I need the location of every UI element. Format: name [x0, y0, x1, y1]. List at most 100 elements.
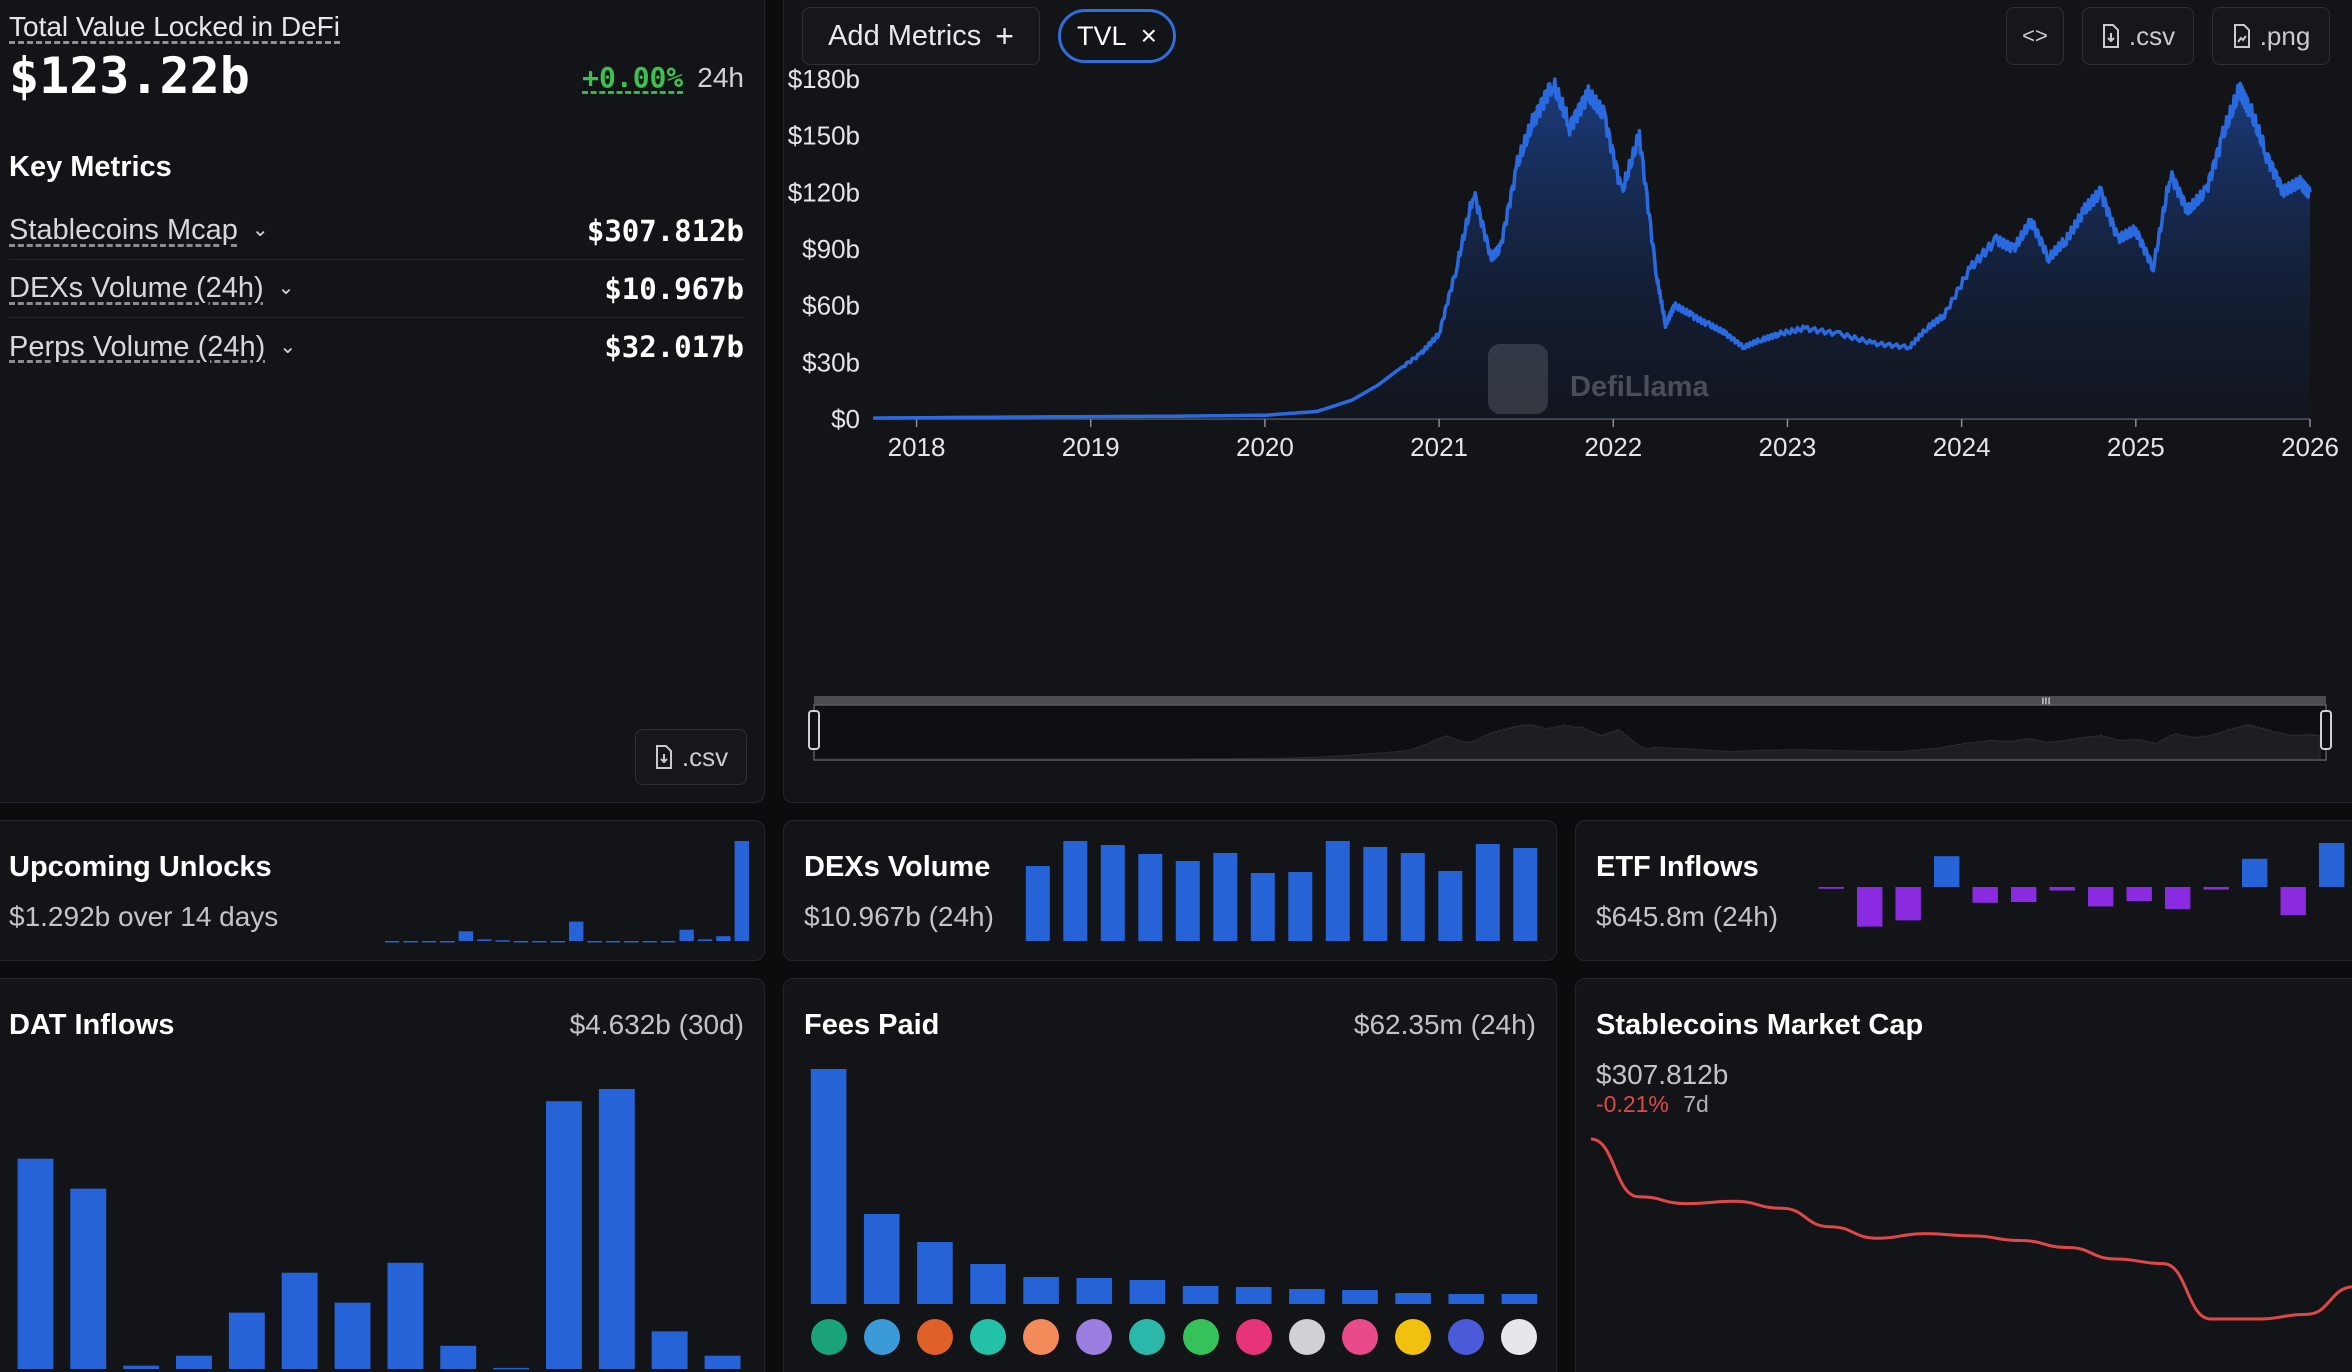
fees-bar-chart — [810, 1069, 1538, 1304]
etf-flow-bar — [2165, 887, 2191, 909]
hexagon-icon — [1448, 1319, 1485, 1355]
metric-label[interactable]: Stablecoins Mcap — [9, 214, 238, 246]
dexs-volume-card[interactable]: DEXs Volume $10.967b (24h) — [783, 820, 1557, 961]
etf-flow-bar — [2203, 887, 2229, 890]
unlock-bar — [550, 941, 565, 943]
card-title: Upcoming Unlocks — [9, 851, 272, 883]
code-icon: <> — [2022, 23, 2048, 48]
stablecoins-line-chart — [1590, 1137, 2352, 1321]
add-metrics-button[interactable]: Add Metrics + — [802, 7, 1040, 65]
unlock-bar — [385, 941, 400, 943]
dex-volume-bar — [1513, 848, 1538, 941]
close-icon[interactable]: × — [1140, 20, 1157, 51]
ethereum-icon — [1395, 1319, 1432, 1355]
unlock-bar — [587, 941, 602, 943]
key-metrics-title: Key Metrics — [9, 151, 172, 183]
dex-volume-bar — [1175, 861, 1200, 941]
card-subtitle: $307.812b — [1596, 1059, 1729, 1090]
etf-flow-bar — [1818, 887, 1844, 889]
brush-mini-area — [817, 723, 2321, 760]
tvl-series-line — [872, 77, 2312, 420]
tvl-change-pct[interactable]: +0.00% — [582, 61, 684, 94]
unlock-bar — [403, 941, 418, 943]
y-tick-label: $150b — [788, 121, 860, 151]
fees-bar — [1023, 1277, 1059, 1304]
ghost-icon — [1076, 1319, 1113, 1355]
y-tick-label: $120b — [788, 177, 860, 207]
etf-inflows-card[interactable]: ETF Inflows $645.8m (24h) — [1575, 820, 2352, 961]
tvl-label[interactable]: Total Value Locked in DeFi — [9, 11, 340, 42]
unlock-bar — [716, 936, 731, 941]
unlock-bar — [440, 941, 455, 943]
fees-bar — [863, 1214, 900, 1304]
dragon-icon — [1235, 1319, 1272, 1355]
chevron-down-icon[interactable]: ⌄ — [277, 277, 295, 299]
watermark-text: DefiLlama — [1570, 371, 1709, 403]
stablecoins-mcap-card[interactable]: Stablecoins Market Cap $307.812b -0.21% … — [1575, 978, 2352, 1372]
fees-paid-card[interactable]: Fees Paid $62.35m (24h) — [783, 978, 1557, 1372]
tvl-area-fill — [873, 79, 2310, 419]
unlock-bar — [624, 941, 639, 943]
etf-flow-bar — [1895, 887, 1921, 921]
tvl-area-chart[interactable]: $0 $30b $60b $90b $120b $150b $180b 2018 2019 20… — [784, 0, 2352, 803]
dat-inflow-bar — [17, 1158, 54, 1369]
fees-bar — [970, 1264, 1006, 1304]
etf-flow-bar — [2242, 858, 2268, 887]
g-icon — [1501, 1319, 1538, 1355]
card-subtitle: $645.8m (24h) — [1596, 901, 1779, 932]
brush-right-handle[interactable] — [2320, 710, 2332, 750]
etf-flow-bar — [1934, 856, 1960, 887]
x-tick-label: 2026 — [2281, 432, 2339, 462]
csv-label: .csv — [681, 741, 729, 772]
range-brush[interactable]: ||| — [808, 695, 2332, 761]
x-tick-label: 2024 — [1933, 432, 1991, 462]
tvl-value: $123.22b — [9, 47, 250, 105]
y-tick-label: $30b — [802, 347, 860, 377]
metric-label[interactable]: Perps Volume (24h) — [9, 330, 266, 363]
file-download-icon — [655, 745, 672, 769]
dat-inflows-card[interactable]: DAT Inflows $4.632b (30d) — [0, 978, 765, 1372]
y-tick-label: $60b — [802, 291, 860, 321]
unlock-bar — [697, 939, 713, 941]
fees-bar — [1342, 1290, 1378, 1304]
metric-value: $32.017b — [604, 330, 744, 364]
chip-label: TVL — [1077, 20, 1127, 51]
chevron-down-icon[interactable]: ⌄ — [251, 219, 269, 241]
fees-bar — [1129, 1280, 1166, 1304]
y-tick-label: $90b — [802, 234, 860, 264]
file-image-icon — [2233, 24, 2250, 48]
chart-png-button[interactable]: .png — [2212, 7, 2330, 65]
upcoming-unlocks-card[interactable]: Upcoming Unlocks $1.292b over 14 days — [0, 820, 765, 961]
summary-csv-button[interactable]: .csv — [635, 729, 747, 785]
etf-flow-bar — [2319, 843, 2345, 887]
card-title: Stablecoins Market Cap — [1596, 1009, 1924, 1041]
png-label: .png — [2259, 20, 2311, 51]
y-tick-label: $0 — [831, 404, 860, 434]
unlock-bar — [569, 921, 584, 941]
card-title: Fees Paid — [804, 1009, 940, 1041]
embed-button[interactable]: <> — [2006, 7, 2064, 65]
dat-inflow-bar — [123, 1365, 160, 1369]
dexs-bar-chart — [1025, 841, 1538, 941]
brush-left-handle[interactable] — [808, 710, 820, 750]
tvl-metric-chip[interactable]: TVL × — [1058, 9, 1176, 63]
dat-inflow-bar — [651, 1331, 688, 1369]
grip-icon: ||| — [2041, 695, 2050, 709]
brush-top-bar[interactable] — [814, 696, 2326, 705]
metric-row-dexs[interactable]: DEXs Volume (24h) ⌄ $10.967b — [9, 260, 744, 318]
tvl-change-period: 24h — [697, 62, 744, 93]
unlock-bar — [605, 941, 621, 943]
metric-row-stablecoins[interactable]: Stablecoins Mcap ⌄ $307.812b — [9, 202, 744, 260]
wave-icon — [1129, 1319, 1166, 1355]
unlock-bar — [661, 941, 676, 943]
metric-value: $307.812b — [586, 213, 744, 248]
unlock-bar — [734, 841, 749, 941]
chevron-down-icon[interactable]: ⌄ — [279, 335, 297, 358]
unlock-bar — [513, 941, 529, 943]
x-tick-label: 2021 — [1410, 432, 1468, 462]
dex-volume-bar — [1288, 872, 1313, 941]
metric-row-perps[interactable]: Perps Volume (24h) ⌄ $32.017b — [9, 318, 744, 376]
chart-csv-button[interactable]: .csv — [2082, 7, 2194, 65]
metric-label[interactable]: DEXs Volume (24h) — [9, 272, 264, 304]
card-subtitle: $10.967b (24h) — [804, 901, 994, 932]
